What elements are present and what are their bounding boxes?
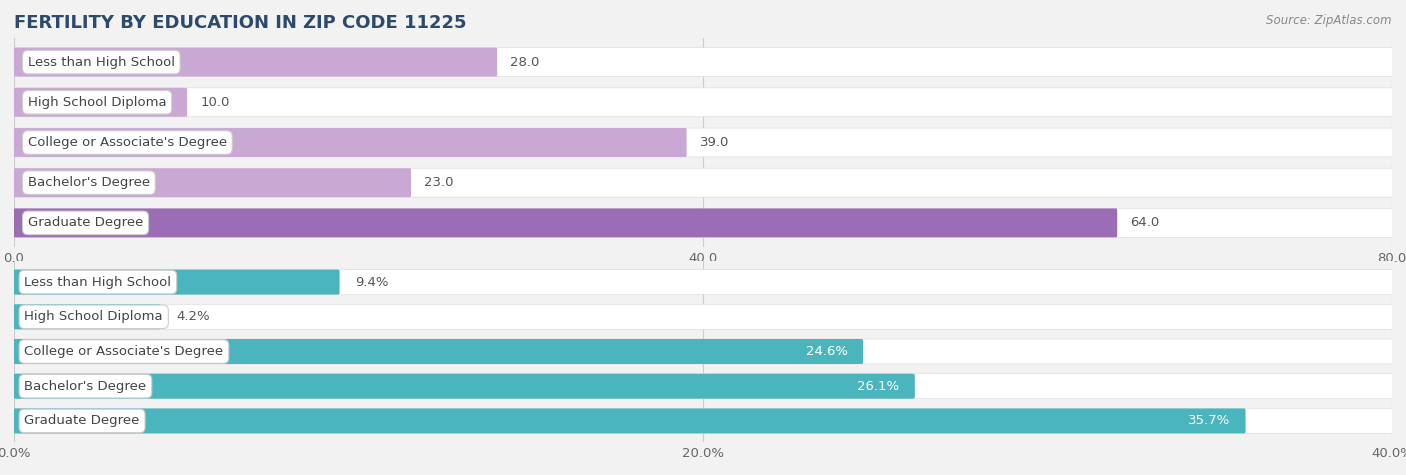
Text: 23.0: 23.0: [425, 176, 454, 189]
Text: Source: ZipAtlas.com: Source: ZipAtlas.com: [1267, 14, 1392, 27]
FancyBboxPatch shape: [13, 48, 498, 76]
Text: 9.4%: 9.4%: [356, 276, 388, 289]
FancyBboxPatch shape: [13, 339, 863, 364]
FancyBboxPatch shape: [13, 128, 686, 157]
Text: Less than High School: Less than High School: [28, 56, 174, 68]
FancyBboxPatch shape: [13, 168, 411, 197]
Text: 4.2%: 4.2%: [176, 310, 209, 323]
Text: 39.0: 39.0: [700, 136, 728, 149]
Text: High School Diploma: High School Diploma: [28, 96, 166, 109]
FancyBboxPatch shape: [13, 88, 1393, 117]
FancyBboxPatch shape: [13, 408, 1393, 433]
Text: College or Associate's Degree: College or Associate's Degree: [28, 136, 226, 149]
FancyBboxPatch shape: [13, 209, 1393, 238]
FancyBboxPatch shape: [13, 270, 1393, 294]
Text: 24.6%: 24.6%: [806, 345, 848, 358]
FancyBboxPatch shape: [13, 374, 1393, 399]
Text: 10.0: 10.0: [200, 96, 229, 109]
Text: 64.0: 64.0: [1130, 217, 1160, 229]
FancyBboxPatch shape: [13, 270, 340, 294]
Text: 26.1%: 26.1%: [858, 380, 900, 393]
FancyBboxPatch shape: [13, 48, 1393, 76]
FancyBboxPatch shape: [13, 128, 1393, 157]
Text: College or Associate's Degree: College or Associate's Degree: [24, 345, 224, 358]
FancyBboxPatch shape: [13, 168, 1393, 197]
Text: High School Diploma: High School Diploma: [24, 310, 163, 323]
Text: Less than High School: Less than High School: [24, 276, 172, 289]
Text: Bachelor's Degree: Bachelor's Degree: [24, 380, 146, 393]
Text: Bachelor's Degree: Bachelor's Degree: [28, 176, 150, 189]
Text: 35.7%: 35.7%: [1188, 414, 1230, 428]
Text: FERTILITY BY EDUCATION IN ZIP CODE 11225: FERTILITY BY EDUCATION IN ZIP CODE 11225: [14, 14, 467, 32]
Text: Graduate Degree: Graduate Degree: [28, 217, 143, 229]
FancyBboxPatch shape: [13, 408, 1246, 433]
FancyBboxPatch shape: [13, 209, 1118, 238]
Text: Graduate Degree: Graduate Degree: [24, 414, 139, 428]
FancyBboxPatch shape: [13, 88, 187, 117]
FancyBboxPatch shape: [13, 304, 160, 329]
FancyBboxPatch shape: [13, 374, 915, 399]
Text: 28.0: 28.0: [510, 56, 540, 68]
FancyBboxPatch shape: [13, 304, 1393, 329]
FancyBboxPatch shape: [13, 339, 1393, 364]
